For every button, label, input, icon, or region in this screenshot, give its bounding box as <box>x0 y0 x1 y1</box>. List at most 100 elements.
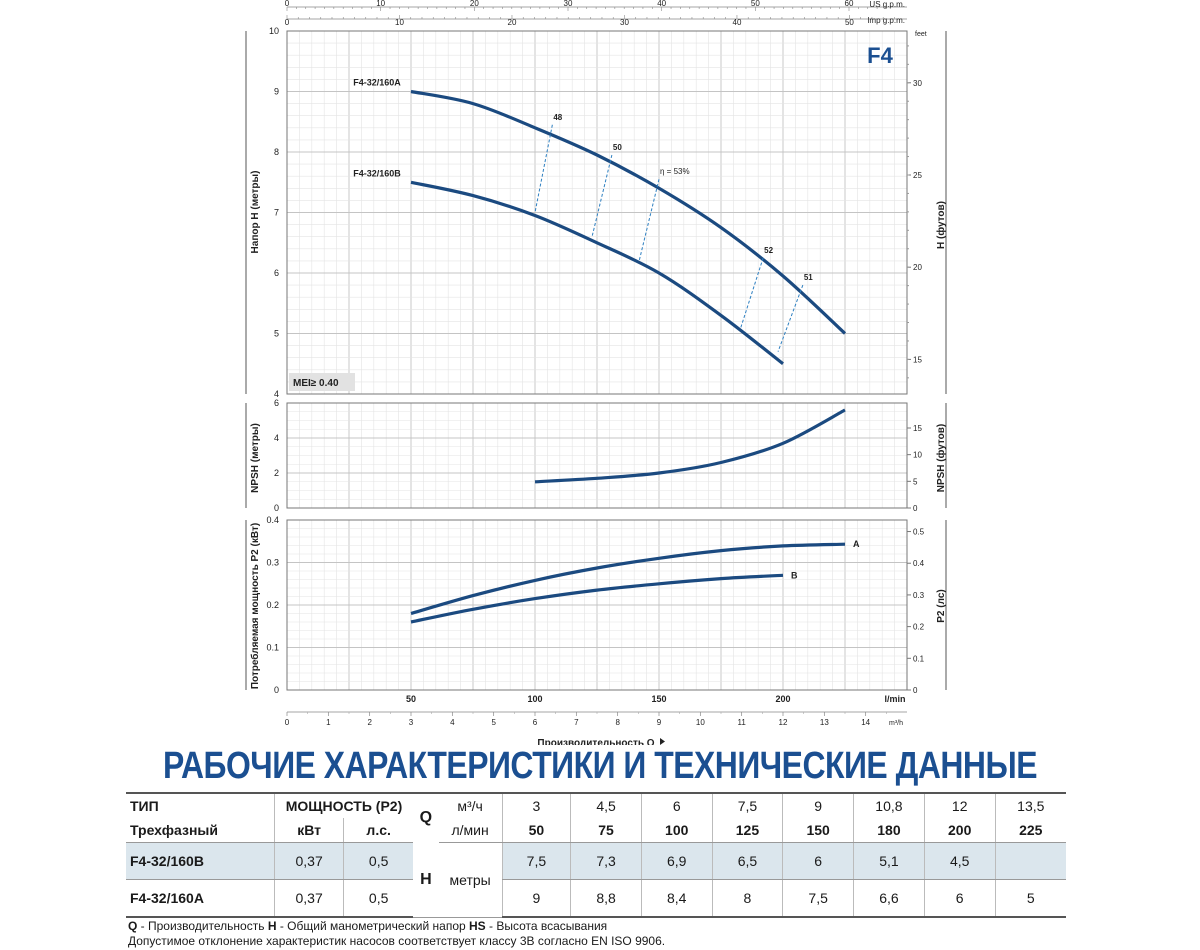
q-lmin-cell: 75 <box>570 818 642 843</box>
imp-tick-label: 0 <box>285 18 290 27</box>
npsh-axis-title: NPSH (метры) <box>250 423 261 493</box>
flow-axis-title: Производительность Q <box>537 738 654 745</box>
head-cell: 8,8 <box>570 879 642 918</box>
m3h-tick-label: 0 <box>285 718 290 727</box>
power-axis-title-right: P2 (лс) <box>936 589 947 622</box>
unit-hp: л.с. <box>343 818 414 843</box>
mei-label: MEI≥ 0.40 <box>293 378 339 389</box>
q-m3h-cell: 7,5 <box>711 792 783 818</box>
x-tick-label: 50 <box>406 694 416 704</box>
table-row: F4-32/160B 0,37 0,5 H метры 7,5 7,3 6,9 … <box>126 842 1066 918</box>
imp-tick-label: 40 <box>733 18 742 27</box>
y-tick-label: 0.4 <box>266 515 279 525</box>
m3h-tick-label: 10 <box>696 718 705 727</box>
efficiency-line <box>591 154 613 237</box>
y-tick-label: 0.3 <box>266 558 279 568</box>
x-tick-label: 200 <box>775 694 790 704</box>
us-tick-label: 20 <box>470 0 479 8</box>
row-phase-label: Трехфазный <box>126 818 275 843</box>
y2-tick-label: 30 <box>913 79 922 88</box>
head-cell: 7,5 <box>782 879 854 918</box>
model-type: F4-32/160B <box>126 842 275 880</box>
m3h-tick-label: 2 <box>367 718 372 727</box>
y-tick-label: 9 <box>274 87 279 97</box>
curve-a <box>410 542 846 616</box>
m3h-tick-label: 1 <box>326 718 331 727</box>
q-lmin-cell: 50 <box>501 818 571 843</box>
m3h-tick-label: 14 <box>861 718 870 727</box>
plot-frame <box>286 519 908 691</box>
y2-tick-label: 10 <box>913 451 922 460</box>
y2-tick-label: 0.2 <box>913 623 925 632</box>
us-tick-label: 60 <box>845 0 854 8</box>
m3h-tick-label: 7 <box>574 718 579 727</box>
y-tick-label: 0.2 <box>266 600 279 610</box>
m3h-tick-label: 5 <box>491 718 496 727</box>
m3h-tick-label: 4 <box>450 718 455 727</box>
table-subheader-row: Трехфазный кВт л.с. л/мин 50 75 100 125 … <box>126 818 1066 843</box>
y2-unit-label: feet <box>915 31 927 38</box>
q-m3h-cell: 9 <box>782 792 854 818</box>
m3h-unit-label: m³/h <box>889 720 903 727</box>
q-lmin-cell: 225 <box>994 818 1066 843</box>
y-tick-label: 4 <box>274 433 279 443</box>
q-lmin-cell: 180 <box>853 818 925 843</box>
curve-label: F4-32/160B <box>353 168 401 178</box>
section-heading: РАБОЧИЕ ХАРАКТЕРИСТИКИ И ТЕХНИЧЕСКИЕ ДАН… <box>162 745 1038 787</box>
efficiency-line <box>534 124 553 213</box>
q-m3h-cell: 13,5 <box>994 792 1066 818</box>
chart-labels: 45678910024600.10.20.30.415202530feet051… <box>249 0 947 745</box>
legend-h-key: H <box>267 919 277 933</box>
table-row: F4-32/160A 0,37 0,5 9 8,8 8,4 8 7,5 6,6 … <box>126 879 1066 918</box>
col-type-header: ТИП <box>126 792 275 818</box>
curve-f4-32-160a <box>410 89 847 335</box>
curve-label: B <box>791 570 798 580</box>
y2-tick-label: 0.4 <box>913 559 925 568</box>
efficiency-label: 48 <box>553 113 562 122</box>
y2-tick-label: 15 <box>913 424 922 433</box>
efficiency-label: η = 53% <box>660 167 690 176</box>
us-tick-label: 0 <box>285 0 290 8</box>
q-lmin-cell: 200 <box>923 818 996 843</box>
col-power-header: МОЩНОСТЬ (P2) <box>273 792 414 818</box>
imp-unit-label: Imp g.p.m. <box>867 16 905 25</box>
curve-b <box>410 573 784 624</box>
us-tick-label: 10 <box>376 0 385 8</box>
model-hp: 0,5 <box>343 879 414 918</box>
head-cell: 4,5 <box>923 842 996 880</box>
x-tick-label: 100 <box>527 694 542 704</box>
head-cell: 6,9 <box>640 842 713 880</box>
head-cell: 6,6 <box>853 879 925 918</box>
y2-tick-label: 5 <box>913 477 918 486</box>
q-m3h-cell: 3 <box>501 792 571 818</box>
model-kw: 0,37 <box>273 842 344 880</box>
head-cell: 5,1 <box>853 842 925 880</box>
head-cell: 6 <box>923 879 996 918</box>
model-type: F4-32/160A <box>126 879 275 918</box>
imp-tick-label: 20 <box>508 18 517 27</box>
y2-tick-label: 0 <box>913 504 918 513</box>
us-tick-label: 30 <box>564 0 573 8</box>
y2-tick-label: 0 <box>913 686 918 695</box>
head-cell: 7,5 <box>501 842 571 880</box>
y-tick-label: 6 <box>274 268 279 278</box>
unit-kw: кВт <box>273 818 344 843</box>
y2-tick-label: 0.5 <box>913 528 925 537</box>
x-tick-label: 150 <box>651 694 666 704</box>
efficiency-label: 51 <box>804 273 813 282</box>
y-tick-label: 7 <box>274 208 279 218</box>
y-tick-label: 5 <box>274 329 279 339</box>
m3h-tick-label: 6 <box>533 718 538 727</box>
legend-h-text: - Общий манометрический напор <box>276 919 470 933</box>
model-kw: 0,37 <box>273 879 344 918</box>
imp-tick-label: 10 <box>395 18 404 27</box>
q-m3h-cell: 12 <box>923 792 996 818</box>
efficiency-label: 52 <box>764 246 773 255</box>
q-lmin-cell: 100 <box>640 818 713 843</box>
head-cell: 8 <box>711 879 783 918</box>
head-cell <box>994 842 1066 880</box>
imp-tick-label: 30 <box>620 18 629 27</box>
q-m3h-cell: 10,8 <box>853 792 925 818</box>
m3h-tick-label: 13 <box>820 718 829 727</box>
y-tick-label: 10 <box>269 26 279 36</box>
